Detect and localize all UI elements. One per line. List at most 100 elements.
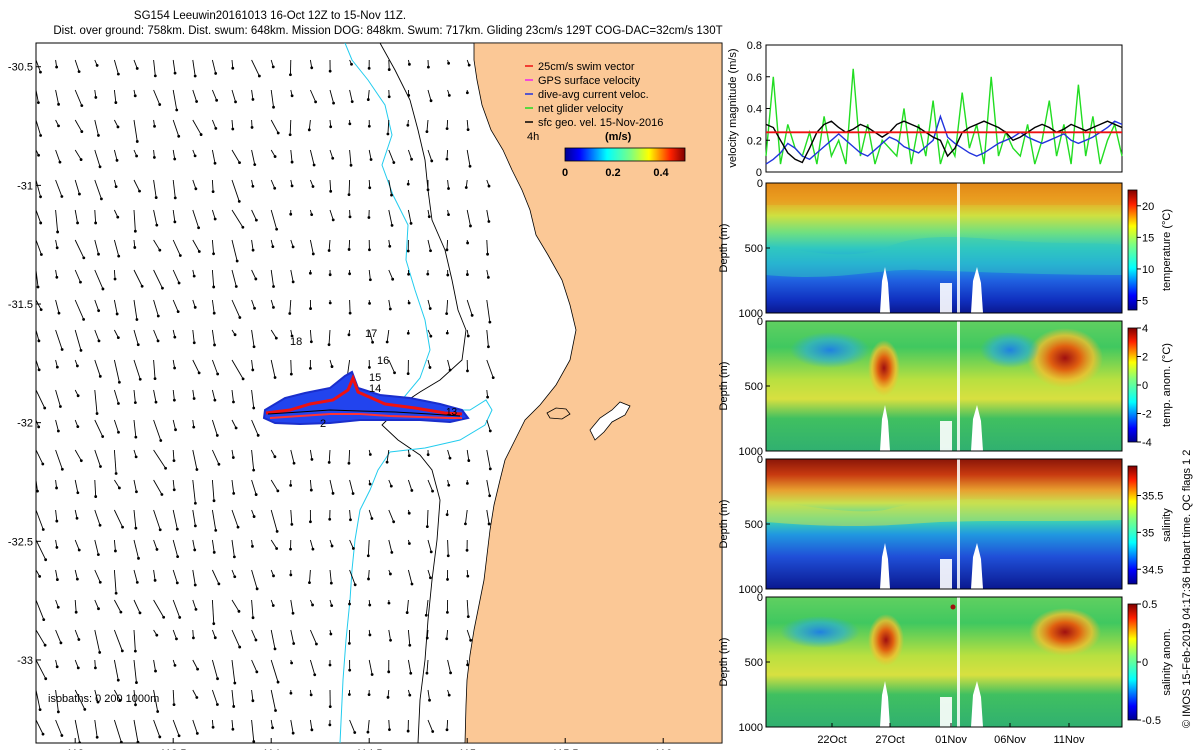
velocity-arrow-head [307,128,311,132]
velocity-arrow-head [488,467,492,471]
velocity-arrow [251,659,258,673]
velocity-arrow [192,359,200,374]
velocity-arrow [55,449,63,470]
colorbar-units: (m/s) [605,131,632,143]
section-ytick-label: 500 [745,519,763,531]
velocity-arrow [113,149,118,161]
velocity-arrow-head [231,66,235,70]
velocity-arrow-head [407,62,411,66]
velocity-arrow-head [405,611,409,614]
velocity-arrow [94,209,97,223]
velocity-arrow-head [178,616,182,619]
velocity-arrow [74,209,79,224]
velocity-arrow [94,509,101,526]
velocity-ytick-label: 0.6 [747,72,762,84]
velocity-arrow-head [290,334,294,338]
velocity-arrow [211,329,215,346]
velocity-arrow-head [175,108,179,112]
velocity-arrow-head [76,491,80,495]
section-colorbar-label: salinity anom. [1161,628,1173,695]
velocity-arrow-head [291,245,295,249]
velocity-arrow [36,659,47,679]
velocity-arrow-head [177,734,181,738]
velocity-arrow [211,239,215,254]
velocity-arrow-head [387,670,391,674]
velocity-arrow-head [39,70,42,74]
velocity-arrow [309,149,315,166]
velocity-arrow-head [429,576,432,580]
section-ytick-label: 0 [757,454,763,466]
section-ytick-label: 0 [757,178,763,190]
velocity-arrow-head [199,133,203,136]
velocity-arrow-head [117,486,121,490]
velocity-arrow-head [446,273,450,277]
velocity-arrow-head [407,272,410,276]
velocity-arrow [486,509,490,525]
velocity-arrow-head [172,703,176,707]
velocity-arrow-head [428,307,432,310]
velocity-arrow [270,89,274,108]
velocity-arrow-head [55,65,59,69]
velocity-arrow [133,209,136,232]
velocity-arrow-head [234,100,237,104]
velocity-arrow [466,599,469,617]
chart-title-line2: Dist. over ground: 758km. Dist. swum: 64… [53,25,723,37]
velocity-arrow-head [351,492,355,495]
velocity-arrow-head [134,455,138,459]
velocity-arrow-head [465,273,469,276]
velocity-arrow [36,59,41,73]
velocity-arrow [172,179,176,198]
velocity-arrow-head [192,341,196,345]
velocity-arrow [94,299,100,311]
map-axes: 113 113.5 114 114.5 115 115.5 116 -30.5 -31 -31.5… [8,62,672,750]
velocity-arrow [309,629,317,645]
velocity-arrow-head [252,406,256,410]
velocity-arrow-head [235,259,239,263]
velocity-arrow [309,89,317,103]
velocity-arrow [349,719,356,733]
velocity-arrow [290,599,294,614]
velocity-arrow-head [332,101,335,105]
velocity-arrow-head [368,482,372,486]
velocity-arrow [94,239,99,255]
velocity-arrow-head [309,307,312,310]
velocity-arrow [172,149,176,160]
velocity-arrow-head [251,368,255,372]
velocity-arrow [74,179,80,195]
velocity-arrow [74,449,82,461]
velocity-arrow [36,329,40,341]
velocity-arrow-head [310,213,314,217]
velocity-arrow-head [134,703,137,707]
velocity-arrow-head [312,163,316,167]
velocity-arrow-head [193,154,197,158]
velocity-arrow-head [406,729,410,733]
velocity-arrow-head [140,284,144,288]
velocity-arrow-head [55,519,59,523]
velocity-arrow [466,119,469,130]
velocity-arrow [329,569,332,584]
velocity-arrow-head [193,74,197,78]
velocity-arrow-head [348,602,351,606]
velocity-arrow-head [44,677,48,681]
velocity-arrow-head [327,249,331,252]
velocity-arrow [172,89,178,111]
velocity-arrow [251,269,257,280]
velocity-arrow-head [153,74,157,78]
colorbar-tick-label: -4 [1142,437,1152,449]
velocity-arrow [211,689,218,705]
velocity-ytick-label: 0.8 [747,40,762,52]
velocity-arrow-head [390,223,394,227]
velocity-arrow-head [117,380,121,384]
velocity-arrow-head [470,313,474,317]
velocity-arrow-head [466,663,469,667]
velocity-arrow [290,629,295,644]
velocity-arrow-head [213,343,216,347]
velocity-arrow-head [251,616,255,620]
velocity-arrow [427,479,433,492]
section-missing-data [940,421,952,451]
velocity-arrow-head [115,158,119,162]
velocity-arrow-head [290,160,294,164]
velocity-arrow-head [42,618,46,621]
velocity-arrow [231,479,235,494]
velocity-arrow [133,569,138,583]
